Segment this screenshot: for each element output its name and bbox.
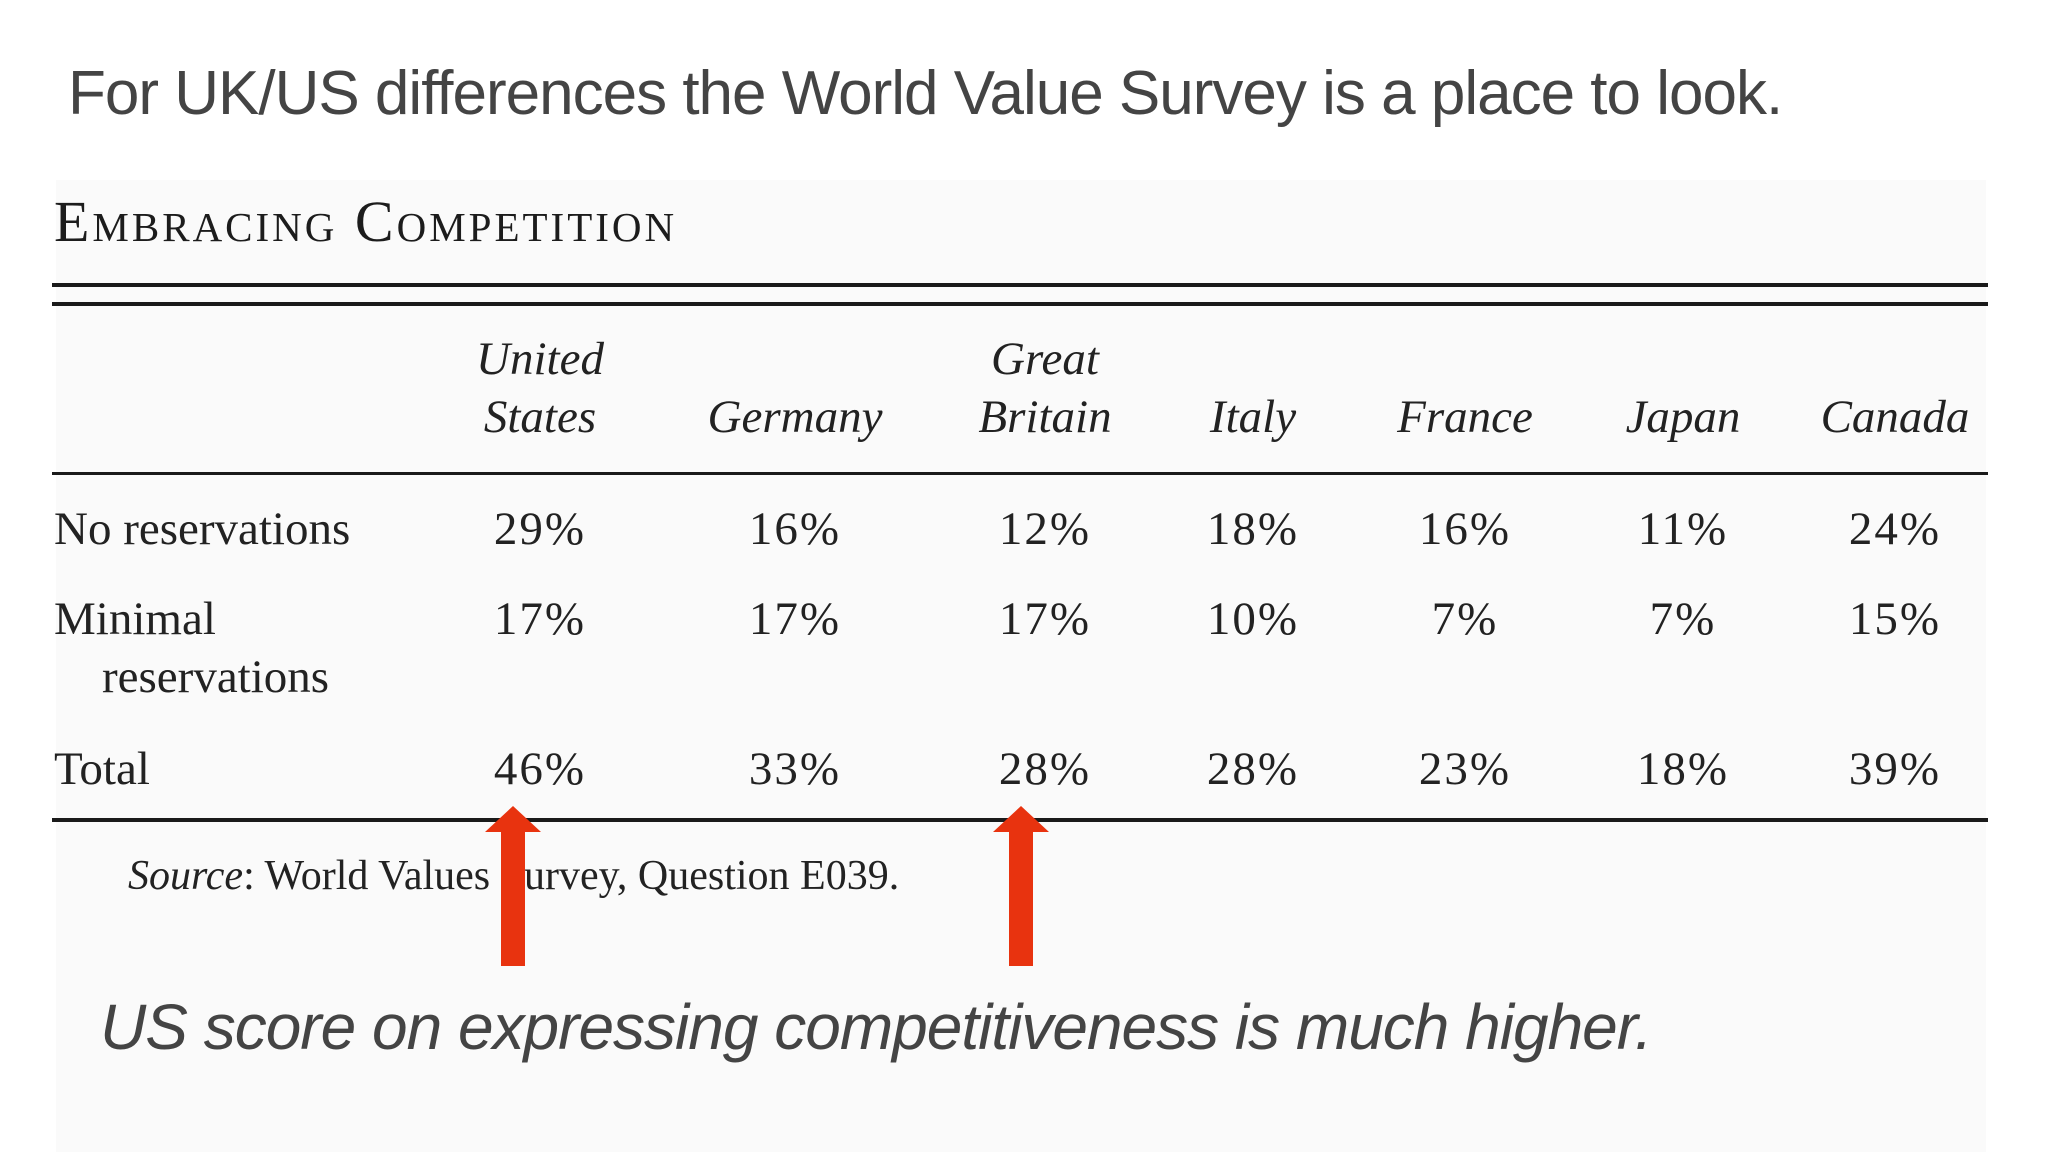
- table-figure-background: [56, 180, 1986, 1152]
- table-cell: 7%: [1431, 593, 1499, 645]
- row-label-minimal-reservations: Minimal reservations: [54, 593, 330, 703]
- table-cell: 17%: [998, 593, 1092, 645]
- table-header-rule: [52, 472, 1988, 475]
- table-cell: 10%: [1206, 593, 1300, 645]
- table-cell: 17%: [748, 593, 842, 645]
- table-cell: 12%: [998, 503, 1092, 555]
- table-cell: 17%: [493, 593, 587, 645]
- column-header-france: France: [1397, 391, 1533, 443]
- table-top-rule-second: [52, 302, 1988, 306]
- up-arrow-icon: [485, 806, 541, 966]
- column-header-canada: Canada: [1820, 391, 1970, 443]
- row-label-no-reservations: No reservations: [54, 503, 351, 555]
- table-cell: 33%: [748, 743, 842, 795]
- slide-title: For UK/US differences the World Value Su…: [68, 59, 1783, 128]
- table-title: Embracing Competition: [54, 189, 678, 254]
- table-cell: 39%: [1848, 743, 1942, 795]
- row-label-total: Total: [54, 743, 150, 795]
- table-cell: 24%: [1848, 503, 1942, 555]
- table-cell: 46%: [493, 743, 587, 795]
- column-header-japan: Japan: [1625, 391, 1741, 443]
- column-header-united-states: United States: [476, 333, 604, 443]
- column-header-great-britain: Great Britain: [978, 333, 1112, 443]
- slide-caption: US score on expressing competitiveness i…: [100, 991, 1652, 1063]
- table-cell: 28%: [1206, 743, 1300, 795]
- table-cell: 18%: [1636, 743, 1730, 795]
- table-cell: 16%: [1418, 503, 1512, 555]
- column-header-italy: Italy: [1209, 391, 1297, 443]
- column-header-germany: Germany: [707, 391, 883, 443]
- table-cell: 11%: [1637, 503, 1729, 555]
- table-cell: 28%: [998, 743, 1092, 795]
- table-cell: 29%: [493, 503, 587, 555]
- table-cell: 18%: [1206, 503, 1300, 555]
- table-source-note: Source: World Values Survey, Question E0…: [128, 853, 900, 899]
- table-cell: 15%: [1848, 593, 1942, 645]
- up-arrow-icon: [993, 806, 1049, 966]
- table-cell: 7%: [1649, 593, 1717, 645]
- table-cell: 16%: [748, 503, 842, 555]
- table-cell: 23%: [1418, 743, 1512, 795]
- table-top-rule: [52, 283, 1988, 287]
